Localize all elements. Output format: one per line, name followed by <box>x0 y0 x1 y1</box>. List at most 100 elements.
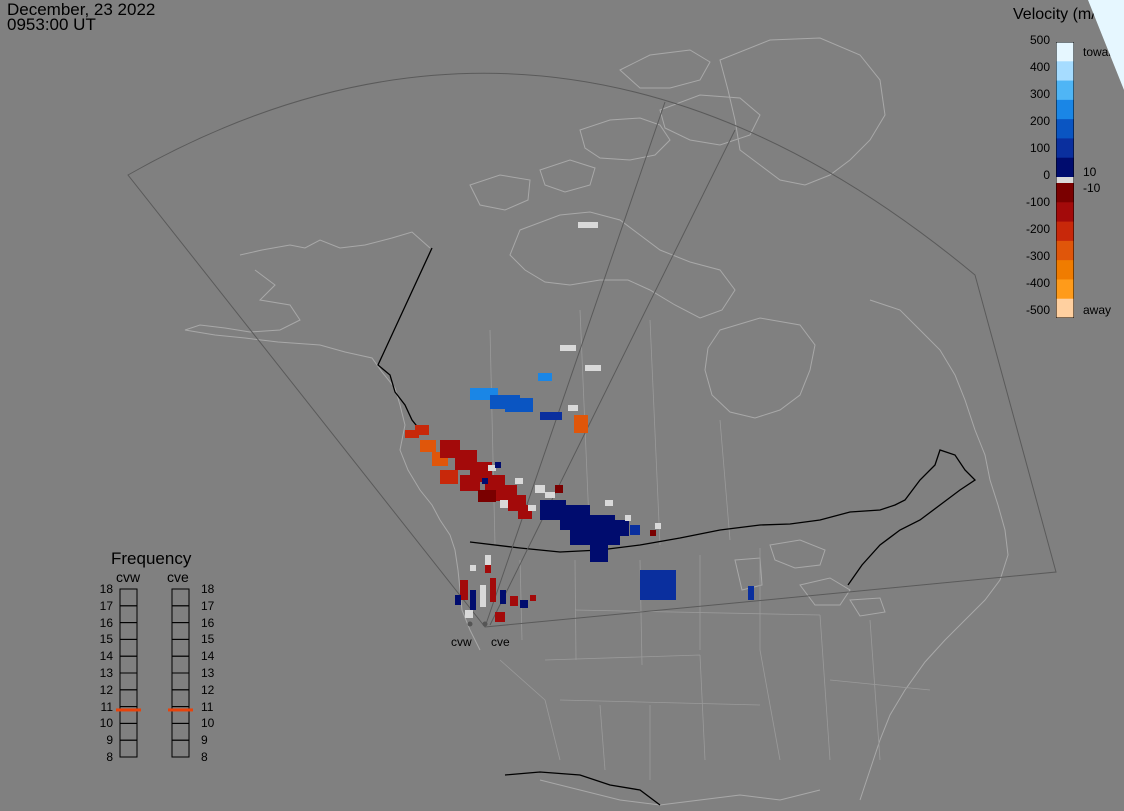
frequency-cell <box>171 689 190 708</box>
velocity-cell <box>640 570 676 600</box>
velocity-cell <box>405 430 419 438</box>
frequency-tick-cve: 9 <box>201 733 208 748</box>
colorbar-band <box>1056 177 1074 183</box>
velocity-cell <box>482 478 488 484</box>
velocity-cell <box>560 345 576 351</box>
frequency-tick-cve: 17 <box>201 598 215 613</box>
frequency-tick-cvw: 18 <box>99 582 113 596</box>
velocity-cell <box>470 590 476 610</box>
colorbar-tick-label: -400 <box>1025 276 1050 290</box>
colorbar-band <box>1056 42 1074 62</box>
frequency-tick-cvw: 11 <box>100 699 113 714</box>
velocity-cell <box>545 492 555 498</box>
date-label: December, 23 2022 <box>7 0 156 19</box>
frequency-cell <box>119 605 138 624</box>
frequency-cell <box>171 605 190 624</box>
colorbar-plus10-label: 10 <box>1083 165 1097 179</box>
colorbar-tick-label: 500 <box>1029 33 1050 47</box>
velocity-cell <box>578 222 598 228</box>
velocity-cell <box>615 520 629 536</box>
frequency-cell <box>119 739 138 758</box>
radar-site-cve-label: cve <box>491 635 510 649</box>
frequency-cell <box>171 672 190 691</box>
frequency-tick-cvw: 12 <box>99 682 113 697</box>
frequency-tick-cvw: 9 <box>106 733 113 748</box>
national-borders <box>377 247 977 806</box>
velocity-data <box>405 222 754 627</box>
velocity-cell <box>455 595 461 605</box>
velocity-cell <box>535 485 545 493</box>
radar-site-cvw-marker <box>467 621 473 627</box>
frequency-tick-cvw: 16 <box>99 615 113 630</box>
colorbar-band <box>1056 183 1074 203</box>
velocity-cell <box>495 462 501 468</box>
radar-site-cve-marker <box>482 621 488 627</box>
frequency-radar-cve-label: cve <box>167 569 189 585</box>
colorbar-band <box>1056 240 1074 261</box>
colorbar-band <box>1056 61 1074 82</box>
frequency-cell <box>171 622 190 640</box>
colorbar-band <box>1056 138 1074 159</box>
frequency-tick-cvw: 13 <box>99 666 113 680</box>
frequency-cell <box>119 588 138 607</box>
colorbar-tick-label: -100 <box>1025 195 1050 209</box>
velocity-cell <box>650 530 656 536</box>
velocity-cell <box>465 610 473 618</box>
velocity-cell <box>485 555 491 565</box>
frequency-tick-cvw: 10 <box>99 716 113 731</box>
velocity-cell <box>625 515 631 521</box>
frequency-title: Frequency <box>111 549 192 568</box>
velocity-cell <box>574 415 588 433</box>
velocity-cell <box>568 405 578 411</box>
frequency-cell <box>119 722 138 741</box>
colorbar-band <box>1056 202 1074 223</box>
velocity-cell <box>500 500 508 508</box>
velocity-cell <box>460 475 480 491</box>
frequency-marker <box>116 708 141 712</box>
frequency-cell <box>171 722 190 741</box>
corner-wedge <box>1088 0 1124 90</box>
frequency-cell <box>119 689 138 708</box>
velocity-colorbar <box>1056 42 1074 318</box>
colorbar-title: Velocity (m/s) <box>1013 6 1110 23</box>
frequency-tick-cvw: 14 <box>99 649 113 664</box>
velocity-cell <box>485 565 491 573</box>
time-label: 0953:00 UT <box>7 15 96 34</box>
frequency-tick-cve: 12 <box>201 682 215 697</box>
radar-site-cvw-label: cvw <box>451 635 472 649</box>
colorbar-tick-label: 200 <box>1029 114 1050 128</box>
frequency-bars <box>116 588 193 758</box>
colorbar-tick-label: 300 <box>1029 87 1050 101</box>
frequency-tick-cvw: 8 <box>106 750 113 764</box>
frequency-cell <box>171 588 190 607</box>
velocity-cell <box>480 585 486 607</box>
velocity-cell <box>510 596 518 606</box>
colorbar-away-label: away <box>1083 303 1112 317</box>
colorbar-tick-label: -200 <box>1025 222 1050 236</box>
colorbar-tick-label: -300 <box>1025 249 1050 263</box>
frequency-tick-cvw: 15 <box>99 632 113 647</box>
velocity-cell <box>478 490 496 502</box>
velocity-cell <box>585 365 601 371</box>
velocity-cell <box>520 600 528 608</box>
frequency-cell <box>171 655 190 674</box>
velocity-cell <box>655 523 661 529</box>
velocity-cell <box>460 580 468 600</box>
frequency-cell <box>119 655 138 674</box>
velocity-cell <box>515 478 523 484</box>
frequency-tick-cve: 13 <box>201 666 215 680</box>
colorbar-band <box>1056 157 1074 178</box>
frequency-cell <box>119 672 138 691</box>
frequency-radar-cvw-label: cvw <box>116 569 141 585</box>
frequency-cell <box>171 638 190 657</box>
frequency-tick-cve: 16 <box>201 615 215 630</box>
frequency-cell <box>171 739 190 758</box>
velocity-cell <box>555 485 563 493</box>
velocity-cell <box>470 565 476 571</box>
colorbar-band <box>1056 99 1074 120</box>
frequency-tick-cve: 10 <box>201 716 215 731</box>
colorbar-band <box>1056 279 1074 300</box>
frequency-tick-cve: 11 <box>201 699 214 714</box>
